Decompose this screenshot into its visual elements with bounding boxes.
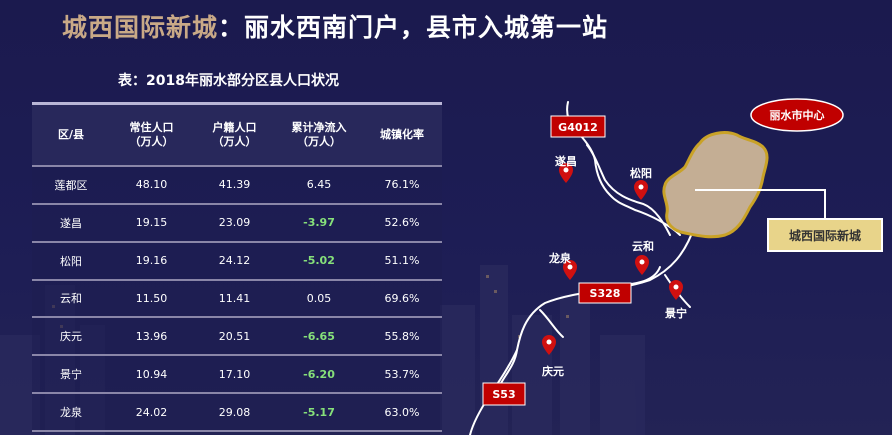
cell-net-inflow: -3.97 (276, 203, 362, 243)
cell-resident: 19.16 (110, 241, 193, 281)
cell-district: 龙泉 (32, 393, 110, 432)
road-badge-s53: S53 (482, 382, 526, 406)
label-suichang: 遂昌 (555, 154, 577, 168)
road-badge-s328-label: S328 (590, 287, 621, 300)
cell-urbanization: 69.6% (362, 279, 442, 319)
road-north-branch (586, 144, 671, 236)
label-longquan: 龙泉 (548, 251, 572, 265)
cell-district: 莲都区 (32, 166, 110, 205)
lishui-city-area (662, 131, 769, 239)
cell-resident: 11.50 (110, 279, 193, 319)
new-city-label: 城西国际新城 (789, 228, 861, 243)
cell-registered: 41.39 (193, 166, 276, 205)
table-row: 云和 11.50 11.41 0.05 69.6% (32, 279, 442, 319)
cell-registered: 24.12 (193, 241, 276, 281)
cell-registered: 17.10 (193, 355, 276, 395)
road-longquan (539, 309, 564, 338)
cell-urbanization: 52.6% (362, 203, 442, 243)
road-badge-g4012: G4012 (550, 115, 606, 138)
title-highlight: 城西国际新城 (62, 13, 219, 42)
cell-urbanization: 55.8% (362, 317, 442, 357)
pin-songyang (634, 180, 648, 200)
cell-registered: 11.41 (193, 279, 276, 319)
cell-net-inflow: -5.02 (276, 241, 362, 281)
region-map: 城西国际新城 丽水市中心 G4012 S328 S53 遂昌 松阳 云和 龙泉 … (469, 98, 883, 435)
road-badge-s53-label: S53 (492, 388, 515, 401)
cell-district: 庆元 (32, 317, 110, 357)
table-header-row: 区/县 常住人口 （万人） 户籍人口 （万人） 累计净流入 （万人） 城镇化率 (32, 103, 442, 167)
table-caption: 表：2018年丽水部分区县人口状况 (118, 73, 339, 89)
cell-resident: 24.02 (110, 393, 193, 432)
table-row: 松阳 19.16 24.12 -5.02 51.1% (32, 241, 442, 281)
col-header-district: 区/县 (32, 103, 110, 167)
page-title: 城西国际新城：丽水西南门户，县市入城第一站 (62, 8, 608, 44)
col-header-urbanization: 城镇化率 (362, 103, 442, 167)
cell-district: 遂昌 (32, 203, 110, 243)
road-badge-g4012-label: G4012 (558, 121, 598, 134)
road-badge-s328: S328 (578, 282, 632, 304)
cell-urbanization: 51.1% (362, 241, 442, 281)
pin-jingning (669, 280, 683, 300)
cell-registered: 23.09 (193, 203, 276, 243)
cell-resident: 10.94 (110, 355, 193, 395)
cell-urbanization: 76.1% (362, 166, 442, 205)
cell-net-inflow: 0.05 (276, 279, 362, 319)
cell-net-inflow: -5.17 (276, 393, 362, 432)
col-header-resident: 常住人口 （万人） (110, 103, 193, 167)
cell-urbanization: 53.7% (362, 355, 442, 395)
table-row: 景宁 10.94 17.10 -6.20 53.7% (32, 355, 442, 395)
cell-urbanization: 63.0% (362, 393, 442, 432)
cell-district: 松阳 (32, 241, 110, 281)
cell-district: 云和 (32, 279, 110, 319)
city-center-label: 丽水市中心 (770, 108, 825, 122)
table-row: 莲都区 48.10 41.39 6.45 76.1% (32, 166, 442, 205)
cell-resident: 13.96 (110, 317, 193, 357)
pin-qingyuan (542, 335, 556, 355)
pin-yunhe (635, 255, 649, 275)
pin-longquan (563, 260, 577, 280)
new-city-connector (695, 189, 826, 222)
cell-net-inflow: -6.65 (276, 317, 362, 357)
cell-resident: 48.10 (110, 166, 193, 205)
table-row: 龙泉 24.02 29.08 -5.17 63.0% (32, 393, 442, 432)
cell-registered: 29.08 (193, 393, 276, 432)
label-jingning: 景宁 (664, 306, 687, 320)
cell-net-inflow: 6.45 (276, 166, 362, 205)
pin-suichang (559, 163, 573, 183)
cell-district: 景宁 (32, 355, 110, 395)
city-center-badge (750, 98, 844, 132)
title-rest: ：丽水西南门户，县市入城第一站 (218, 13, 609, 42)
label-songyang: 松阳 (630, 166, 652, 180)
table-row: 遂昌 19.15 23.09 -3.97 52.6% (32, 203, 442, 243)
table-row: 庆元 13.96 20.51 -6.65 55.8% (32, 317, 442, 357)
new-city-box (767, 218, 883, 252)
cell-net-inflow: -6.20 (276, 355, 362, 395)
population-table: 区/县 常住人口 （万人） 户籍人口 （万人） 累计净流入 （万人） 城镇化率 莲都区… (32, 102, 442, 432)
cell-resident: 19.15 (110, 203, 193, 243)
cell-registered: 20.51 (193, 317, 276, 357)
label-yunhe: 云和 (632, 239, 654, 253)
road-s328 (499, 224, 696, 386)
label-qingyuan: 庆元 (541, 364, 564, 378)
col-header-net-inflow: 累计净流入 （万人） (276, 103, 362, 167)
col-header-registered: 户籍人口 （万人） (193, 103, 276, 167)
